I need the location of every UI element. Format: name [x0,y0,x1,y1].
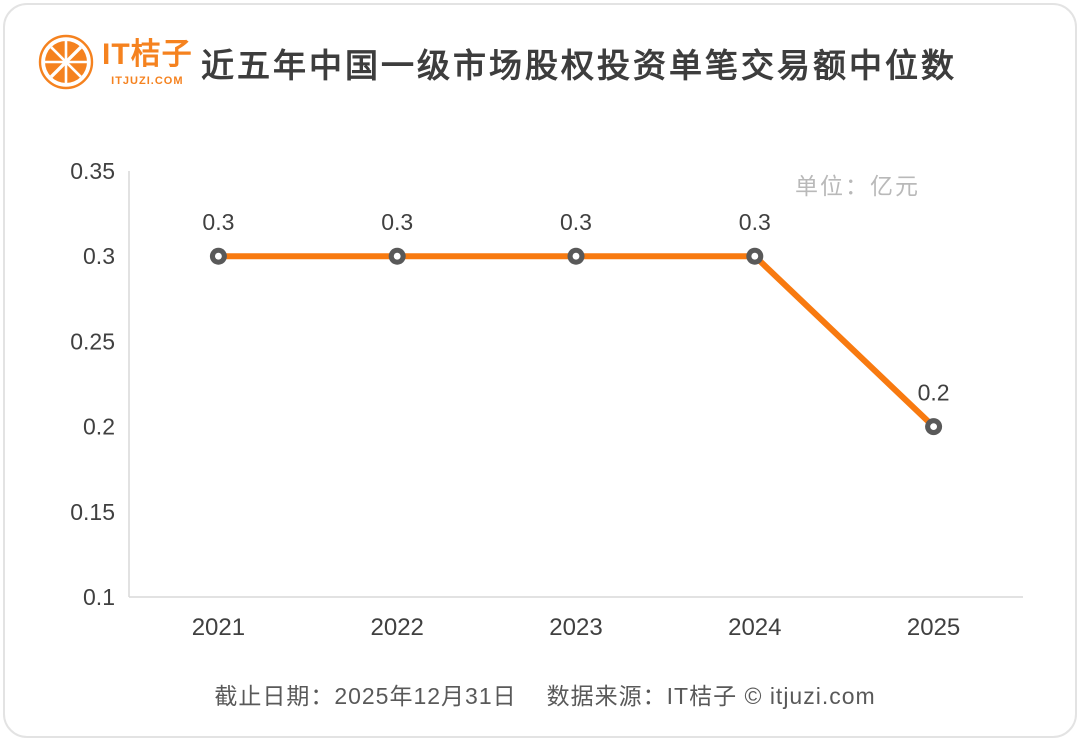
data-point-marker-hole [572,252,580,260]
data-point-marker-hole [393,252,401,260]
x-tick-label: 2024 [728,614,781,641]
y-tick-label: 0.3 [83,243,115,269]
x-tick-label: 2023 [549,614,602,641]
logo-subtext: ITJUZI.COM [111,75,184,87]
x-tick-label: 2021 [192,614,245,641]
y-tick-label: 0.25 [70,328,115,354]
y-tick-label: 0.1 [83,584,115,610]
line-chart: 0.35 0.3 0.25 0.2 0.15 0.1 2021 2022 2023 2024 202… [70,158,1023,641]
data-point-marker-hole [215,252,222,260]
data-point-label: 0.3 [202,209,234,235]
chart-footer: 截止日期：2025年12月31日 数据来源：IT桔子 © itjuzi.com [5,677,1075,711]
data-point-label: 0.3 [381,209,413,235]
logo-text: IT桔子 [102,38,193,71]
data-point-label: 0.3 [739,209,771,235]
y-tick-label: 0.2 [83,414,115,440]
data-point-label: 0.2 [918,380,950,406]
x-tick-label: 2022 [371,614,424,641]
data-point-label: 0.3 [560,209,592,235]
data-point-marker-hole [930,423,937,430]
series-line [215,253,937,430]
data-point-marker-hole [751,252,759,260]
source-text: 数据来源：IT桔子 © itjuzi.com [546,683,876,709]
chart-title: 近五年中国一级市场股权投资单笔交易额中位数 [201,47,957,84]
x-tick-label: 2025 [907,614,960,641]
chart-card: IT桔子 ITJUZI.COM 近五年中国一级市场股权投资单笔交易额中位数 单位… [3,3,1077,738]
unit-label: 单位：亿元 [795,173,920,199]
y-tick-label: 0.35 [70,158,115,184]
y-tick-label: 0.15 [70,499,115,525]
orange-slice-icon [38,34,94,90]
itjuzi-logo: IT桔子 ITJUZI.COM [37,33,193,91]
deadline-text: 截止日期：2025年12月31日 [214,683,517,709]
